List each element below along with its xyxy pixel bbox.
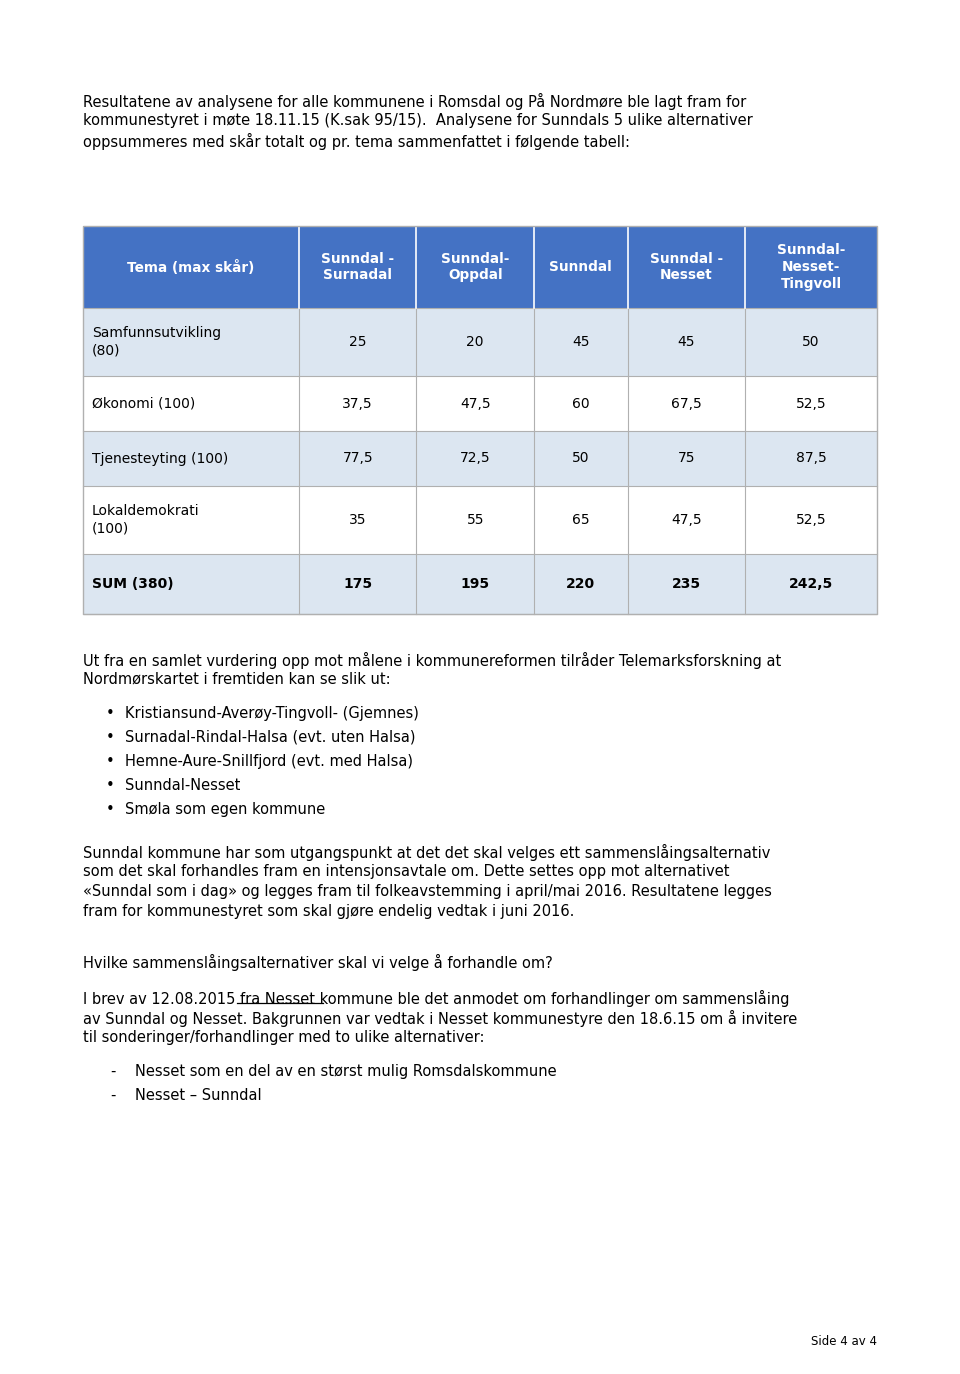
Text: 75: 75 bbox=[678, 452, 695, 466]
Text: -: - bbox=[110, 1088, 115, 1103]
Text: av Sunndal og Nesset. Bakgrunnen var vedtak i Nesset kommunestyre den 18.6.15 om: av Sunndal og Nesset. Bakgrunnen var ved… bbox=[83, 1010, 797, 1026]
Text: •: • bbox=[106, 730, 114, 745]
Text: Nesset – Sunndal: Nesset – Sunndal bbox=[135, 1088, 262, 1103]
Text: 50: 50 bbox=[803, 335, 820, 349]
Bar bbox=[83, 554, 877, 614]
Text: Nordmørskartet i fremtiden kan se slik ut:: Nordmørskartet i fremtiden kan se slik u… bbox=[83, 672, 391, 687]
Text: 52,5: 52,5 bbox=[796, 397, 827, 411]
Bar bbox=[83, 431, 877, 486]
Text: 45: 45 bbox=[572, 335, 589, 349]
Text: I brev av 12.08.2015 fra Nesset kommune ble det anmodet om forhandlinger om samm: I brev av 12.08.2015 fra Nesset kommune … bbox=[83, 991, 789, 1007]
Text: Tema (max skår): Tema (max skår) bbox=[128, 260, 254, 275]
Text: 25: 25 bbox=[349, 335, 367, 349]
Text: 77,5: 77,5 bbox=[343, 452, 373, 466]
Bar bbox=[83, 486, 877, 554]
Text: 72,5: 72,5 bbox=[460, 452, 491, 466]
Text: 60: 60 bbox=[572, 397, 589, 411]
Text: 52,5: 52,5 bbox=[796, 513, 827, 528]
Text: Surnadal-Rindal-Halsa (evt. uten Halsa): Surnadal-Rindal-Halsa (evt. uten Halsa) bbox=[125, 730, 416, 745]
Text: 35: 35 bbox=[349, 513, 367, 528]
Text: -: - bbox=[110, 1063, 115, 1079]
Text: Ut fra en samlet vurdering opp mot målene i kommunereformen tilråder Telemarksfo: Ut fra en samlet vurdering opp mot målen… bbox=[83, 653, 781, 669]
Text: SUM (380): SUM (380) bbox=[92, 577, 174, 591]
Text: 235: 235 bbox=[672, 577, 701, 591]
Text: 67,5: 67,5 bbox=[671, 397, 702, 411]
Text: oppsummeres med skår totalt og pr. tema sammenfattet i følgende tabell:: oppsummeres med skår totalt og pr. tema … bbox=[83, 133, 630, 150]
Text: 87,5: 87,5 bbox=[796, 452, 827, 466]
Text: Sunndal-
Oppdal: Sunndal- Oppdal bbox=[441, 251, 510, 283]
Text: •: • bbox=[106, 778, 114, 793]
Text: 45: 45 bbox=[678, 335, 695, 349]
Text: fram for kommunestyret som skal gjøre endelig vedtak i juni 2016.: fram for kommunestyret som skal gjøre en… bbox=[83, 904, 574, 919]
Bar bbox=[83, 225, 877, 308]
Text: Side 4 av 4: Side 4 av 4 bbox=[811, 1336, 877, 1348]
Text: •: • bbox=[106, 754, 114, 769]
Text: 242,5: 242,5 bbox=[789, 577, 833, 591]
Text: Hemne-Aure-Snillfjord (evt. med Halsa): Hemne-Aure-Snillfjord (evt. med Halsa) bbox=[125, 754, 413, 769]
Text: Kristiansund-Averøy-Tingvoll- (Gjemnes): Kristiansund-Averøy-Tingvoll- (Gjemnes) bbox=[125, 706, 419, 721]
Text: Sunndal: Sunndal bbox=[549, 260, 612, 273]
Text: Tjenesteyting (100): Tjenesteyting (100) bbox=[92, 452, 228, 466]
Text: •: • bbox=[106, 802, 114, 818]
Text: som det skal forhandles fram en intensjonsavtale om. Dette settes opp mot altern: som det skal forhandles fram en intensjo… bbox=[83, 864, 730, 879]
Text: Økonomi (100): Økonomi (100) bbox=[92, 397, 195, 411]
Text: Sunndal-Nesset: Sunndal-Nesset bbox=[125, 778, 240, 793]
Text: 47,5: 47,5 bbox=[460, 397, 491, 411]
Text: 50: 50 bbox=[572, 452, 589, 466]
Text: Nesset som en del av en størst mulig Romsdalskommune: Nesset som en del av en størst mulig Rom… bbox=[135, 1063, 557, 1079]
Text: 175: 175 bbox=[343, 577, 372, 591]
Text: 220: 220 bbox=[566, 577, 595, 591]
Text: 195: 195 bbox=[461, 577, 490, 591]
Text: Samfunnsutvikling
(80): Samfunnsutvikling (80) bbox=[92, 327, 221, 357]
Text: Sunndal -
Surnadal: Sunndal - Surnadal bbox=[322, 251, 395, 283]
Text: til sonderinger/forhandlinger med to ulike alternativer:: til sonderinger/forhandlinger med to uli… bbox=[83, 1030, 485, 1046]
Text: •: • bbox=[106, 706, 114, 721]
Text: Resultatene av analysene for alle kommunene i Romsdal og På Nordmøre ble lagt fr: Resultatene av analysene for alle kommun… bbox=[83, 93, 746, 110]
Bar bbox=[83, 308, 877, 376]
Text: «Sunndal som i dag» og legges fram til folkeavstemming i april/mai 2016. Resulta: «Sunndal som i dag» og legges fram til f… bbox=[83, 883, 772, 899]
Text: Smøla som egen kommune: Smøla som egen kommune bbox=[125, 802, 325, 818]
Bar bbox=[83, 225, 877, 614]
Text: 37,5: 37,5 bbox=[343, 397, 373, 411]
Bar bbox=[83, 376, 877, 431]
Text: Sunndal kommune har som utgangspunkt at det det skal velges ett sammenslåingsalt: Sunndal kommune har som utgangspunkt at … bbox=[83, 844, 770, 861]
Text: 65: 65 bbox=[572, 513, 589, 528]
Text: 47,5: 47,5 bbox=[671, 513, 702, 528]
Text: kommunestyret i møte 18.11.15 (K.sak 95/15).  Analysene for Sunndals 5 ulike alt: kommunestyret i møte 18.11.15 (K.sak 95/… bbox=[83, 113, 753, 128]
Text: Sunndal-
Nesset-
Tingvoll: Sunndal- Nesset- Tingvoll bbox=[777, 243, 846, 291]
Text: Lokaldemokrati
(100): Lokaldemokrati (100) bbox=[92, 504, 200, 536]
Text: 20: 20 bbox=[467, 335, 484, 349]
Text: Sunndal -
Nesset: Sunndal - Nesset bbox=[650, 251, 723, 283]
Text: 55: 55 bbox=[467, 513, 484, 528]
Text: Hvilke sammenslåingsalternativer skal vi velge å forhandle om?: Hvilke sammenslåingsalternativer skal vi… bbox=[83, 954, 553, 971]
